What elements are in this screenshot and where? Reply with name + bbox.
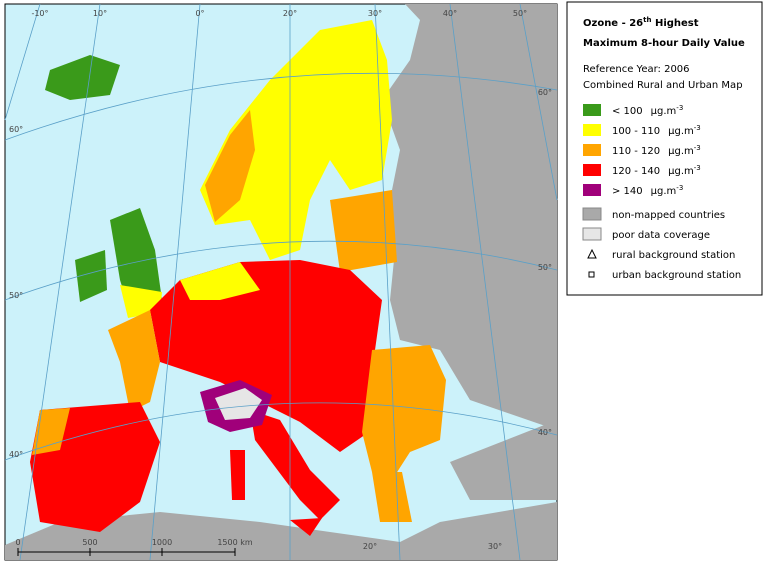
scale-bar [17, 548, 236, 556]
legend-swatch [583, 124, 601, 136]
legend-exp: -3 [676, 104, 683, 112]
legend-unit: µg.m [668, 166, 694, 177]
graticule [4, 3, 558, 561]
legend-swatch [582, 227, 602, 241]
legend-exp: -3 [694, 164, 701, 172]
legend-exp: -3 [694, 144, 701, 152]
legend-swatch [583, 144, 601, 156]
legend-class: 110 - 120 [612, 146, 660, 157]
land-class-3 [205, 110, 255, 222]
legend-label: < 100 µg.m-3 [612, 104, 683, 117]
land-class-4 [250, 410, 340, 520]
legend-unit: µg.m [668, 126, 694, 137]
land-class-1 [45, 55, 120, 100]
graticule-label: 50° [9, 291, 23, 300]
legend-swatch [582, 207, 602, 221]
land-class-4 [150, 260, 382, 452]
legend-label: 120 - 140 µg.m-3 [612, 164, 701, 177]
graticule-label: -10° [31, 9, 48, 18]
legend-swatch [583, 164, 601, 176]
legend-class: 120 - 140 [612, 166, 660, 177]
legend-class: 100 - 110 [612, 126, 660, 137]
land-class-1 [75, 250, 107, 302]
legend-label: poor data coverage [612, 230, 710, 241]
land-class-3 [32, 408, 70, 455]
land-class-3 [330, 190, 397, 272]
graticule-label: 30° [488, 542, 502, 551]
legend-swatch [583, 184, 601, 196]
legend-label: 110 - 120 µg.m-3 [612, 144, 701, 157]
graticule-label: 60° [538, 88, 552, 97]
graticule-label: 50° [538, 263, 552, 272]
legend-label: non-mapped countries [612, 210, 725, 221]
graticule-label: 40° [443, 9, 457, 18]
graticule-label: 20° [283, 9, 297, 18]
graticule-label: 40° [9, 450, 23, 459]
land-class-3 [362, 345, 446, 480]
legend-label: rural background station [612, 250, 735, 261]
land-class-3 [372, 472, 412, 522]
legend-symbol [588, 271, 595, 278]
graticule-label: 40° [538, 428, 552, 437]
legend-unit: µg.m [668, 146, 694, 157]
graticule-label: 60° [9, 125, 23, 134]
graticule-label: 50° [513, 9, 527, 18]
land-poor-coverage [215, 388, 262, 420]
legend-unit: µg.m [651, 106, 677, 117]
land-class-3 [108, 310, 160, 412]
legend-class: < 100 [612, 106, 643, 117]
scale-label: 1500 km [217, 538, 253, 547]
graticule-label: 10° [93, 9, 107, 18]
legend-symbol [587, 248, 597, 259]
legend-reference: Reference Year: 2006 [583, 64, 690, 75]
graticule-label: 30° [368, 9, 382, 18]
land-class-2 [200, 20, 392, 260]
scale-label: 500 [82, 538, 97, 547]
legend-unit: µg.m [651, 186, 677, 197]
map [4, 3, 558, 561]
legend-label: > 140 µg.m-3 [612, 184, 683, 197]
land-class-4 [230, 450, 245, 500]
legend-class: > 140 [612, 186, 643, 197]
legend-title-sup: th [643, 16, 651, 24]
scale-label: 0 [15, 538, 20, 547]
legend-title-part: Ozone - 26 [583, 18, 643, 29]
legend-subtitle: Combined Rural and Urban Map [583, 80, 743, 91]
land-non-mapped [450, 420, 557, 500]
land-class-4 [290, 518, 322, 536]
legend-exp: -3 [676, 184, 683, 192]
legend-title-line2: Maximum 8-hour Daily Value [583, 38, 745, 49]
legend-title: Ozone - 26th Highest [583, 16, 699, 29]
graticule-label: 20° [363, 542, 377, 551]
legend-title-part: Highest [651, 18, 698, 29]
legend-label: 100 - 110 µg.m-3 [612, 124, 701, 137]
legend-exp: -3 [694, 124, 701, 132]
graticule-label: 0° [195, 9, 204, 18]
legend-swatch [583, 104, 601, 116]
scale-label: 1000 [152, 538, 172, 547]
land-non-mapped [5, 502, 557, 560]
land-class-2 [180, 262, 260, 300]
legend-label: urban background station [612, 270, 741, 281]
land-non-mapped [382, 4, 557, 430]
